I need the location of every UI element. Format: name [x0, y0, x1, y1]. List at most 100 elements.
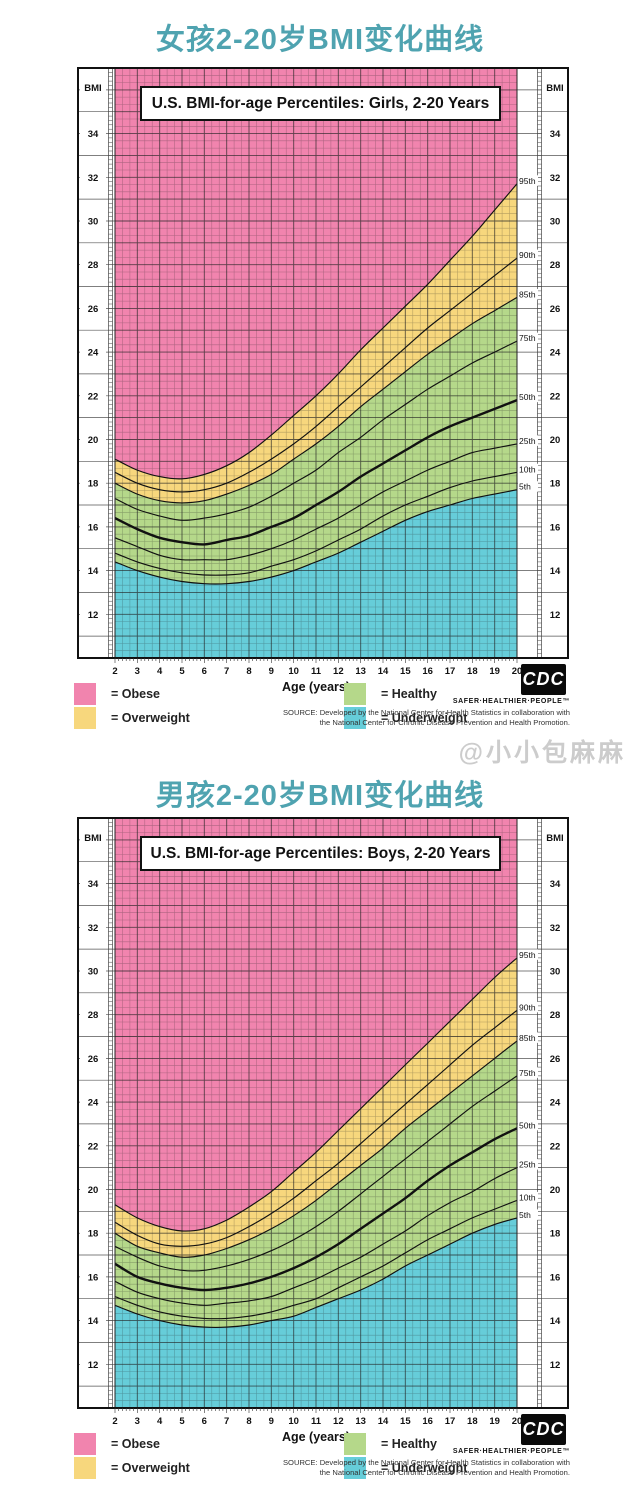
svg-text:22: 22	[550, 1141, 561, 1152]
svg-text:8: 8	[246, 666, 251, 677]
svg-text:5th: 5th	[519, 482, 531, 492]
svg-text:3: 3	[135, 1416, 140, 1427]
percentile-labels: 95th 90th 85th 75th 50th 25th 10th 5th	[518, 175, 538, 492]
svg-text:13: 13	[355, 1416, 366, 1427]
bmi-axis-labels: 12 12 14 14 16 16 18 18 20 20 22 22 24 24 26 26 28 28 30 30…	[80, 81, 568, 621]
obese-color-swatch	[74, 682, 96, 705]
svg-text:25th: 25th	[519, 1160, 536, 1170]
svg-text:14: 14	[88, 1316, 99, 1327]
svg-text:19: 19	[489, 666, 500, 677]
healthy-color-swatch	[344, 1432, 366, 1455]
obese-color-swatch	[74, 1432, 96, 1455]
svg-text:95th: 95th	[519, 176, 536, 186]
cdc-tagline: SAFER·HEALTHIER·PEOPLE™	[452, 1448, 570, 1455]
svg-text:22: 22	[88, 1141, 99, 1152]
svg-text:4: 4	[157, 1416, 163, 1427]
girls-plot-title: U.S. BMI-for-age Percentiles: Girls, 2-2…	[140, 86, 501, 121]
svg-text:BMI: BMI	[84, 83, 101, 94]
svg-text:3: 3	[135, 666, 140, 677]
svg-text:11: 11	[311, 666, 322, 677]
bmi-axis-labels: 12 12 14 14 16 16 18 18 20 20 22 22 24 24 26 26 28 28 30 30…	[80, 831, 568, 1371]
overweight-color-swatch	[74, 1456, 96, 1479]
svg-text:16: 16	[88, 522, 99, 533]
svg-text:14: 14	[378, 666, 389, 677]
svg-text:14: 14	[378, 1416, 389, 1427]
svg-text:10: 10	[288, 666, 299, 677]
boys-section-title: 男孩2-20岁BMI变化曲线	[155, 780, 485, 812]
svg-text:5: 5	[179, 1416, 185, 1427]
percentile-curves	[114, 183, 518, 585]
svg-text:26: 26	[550, 304, 561, 315]
svg-text:26: 26	[88, 1054, 99, 1065]
svg-text:6: 6	[202, 666, 207, 677]
chart-legend: = Obese = Overweight = Healthy = Underwe…	[74, 1432, 494, 1479]
svg-text:26: 26	[550, 1054, 561, 1065]
svg-text:28: 28	[88, 1010, 99, 1021]
svg-text:28: 28	[550, 260, 561, 271]
svg-text:9: 9	[269, 666, 274, 677]
svg-text:15: 15	[400, 1416, 411, 1427]
svg-text:Age (years): Age (years)	[282, 1430, 350, 1444]
svg-text:2: 2	[112, 666, 117, 677]
svg-text:30: 30	[88, 216, 99, 227]
svg-text:6: 6	[202, 1416, 207, 1427]
svg-text:16: 16	[88, 1272, 99, 1283]
legend-item-obese: = Obese	[74, 1432, 344, 1455]
svg-text:12: 12	[550, 610, 561, 621]
svg-text:95th: 95th	[519, 950, 536, 960]
svg-text:32: 32	[550, 173, 561, 184]
svg-text:34: 34	[88, 879, 99, 890]
boys-bmi-chart: 12 12 14 14 16 16 18 18 20 20 22 22 24 24 26 26 28 28 30 30…	[0, 815, 640, 1487]
grid-lines	[114, 817, 518, 1409]
cdc-logo: CDC	[521, 1414, 566, 1445]
svg-text:34: 34	[550, 129, 561, 140]
svg-text:20: 20	[88, 435, 99, 446]
svg-text:14: 14	[550, 1316, 561, 1327]
svg-text:BMI: BMI	[546, 83, 563, 94]
chart-borders	[77, 817, 569, 1413]
boys-plot-title: U.S. BMI-for-age Percentiles: Boys, 2-20…	[140, 836, 501, 871]
svg-text:7: 7	[224, 1416, 229, 1427]
svg-text:85th: 85th	[519, 1033, 536, 1043]
svg-text:11: 11	[311, 1416, 322, 1427]
legend-item-healthy: = Healthy	[344, 682, 494, 705]
svg-text:22: 22	[550, 391, 561, 402]
svg-text:10th: 10th	[519, 464, 536, 474]
underweight-color-swatch	[344, 1456, 366, 1479]
svg-text:15: 15	[400, 666, 411, 677]
svg-text:24: 24	[88, 1098, 99, 1109]
svg-text:26: 26	[88, 304, 99, 315]
overweight-color-swatch	[74, 706, 96, 729]
svg-text:BMI: BMI	[84, 833, 101, 844]
svg-text:16: 16	[550, 1272, 561, 1283]
svg-text:32: 32	[88, 923, 99, 934]
svg-text:34: 34	[550, 879, 561, 890]
svg-text:18: 18	[550, 479, 561, 490]
svg-text:75th: 75th	[519, 1068, 536, 1078]
svg-text:8: 8	[246, 1416, 251, 1427]
svg-text:19: 19	[489, 1416, 500, 1427]
svg-text:12: 12	[550, 1360, 561, 1371]
svg-text:Age (years): Age (years)	[282, 680, 350, 694]
svg-text:9: 9	[269, 1416, 274, 1427]
chart-legend: = Obese = Overweight = Healthy = Underwe…	[74, 682, 494, 729]
svg-text:32: 32	[88, 173, 99, 184]
svg-text:85th: 85th	[519, 289, 536, 299]
svg-text:12: 12	[333, 666, 344, 677]
percentile-curves	[114, 957, 518, 1328]
legend-item-obese: = Obese	[74, 682, 344, 705]
svg-text:50th: 50th	[519, 1120, 536, 1130]
svg-text:90th: 90th	[519, 250, 536, 260]
svg-text:24: 24	[88, 348, 99, 359]
svg-text:34: 34	[88, 129, 99, 140]
source-attribution: SOURCE: Developed by the National Center…	[282, 1458, 570, 1477]
svg-text:30: 30	[550, 966, 561, 977]
watermark: @小小包麻麻	[458, 739, 626, 767]
cdc-tagline: SAFER·HEALTHIER·PEOPLE™	[452, 698, 570, 705]
source-attribution: SOURCE: Developed by the National Center…	[282, 708, 570, 727]
percentile-labels: 95th 90th 85th 75th 50th 25th 10th 5th	[518, 949, 538, 1220]
svg-text:14: 14	[88, 566, 99, 577]
svg-text:20: 20	[550, 1185, 561, 1196]
svg-text:BMI: BMI	[546, 833, 563, 844]
